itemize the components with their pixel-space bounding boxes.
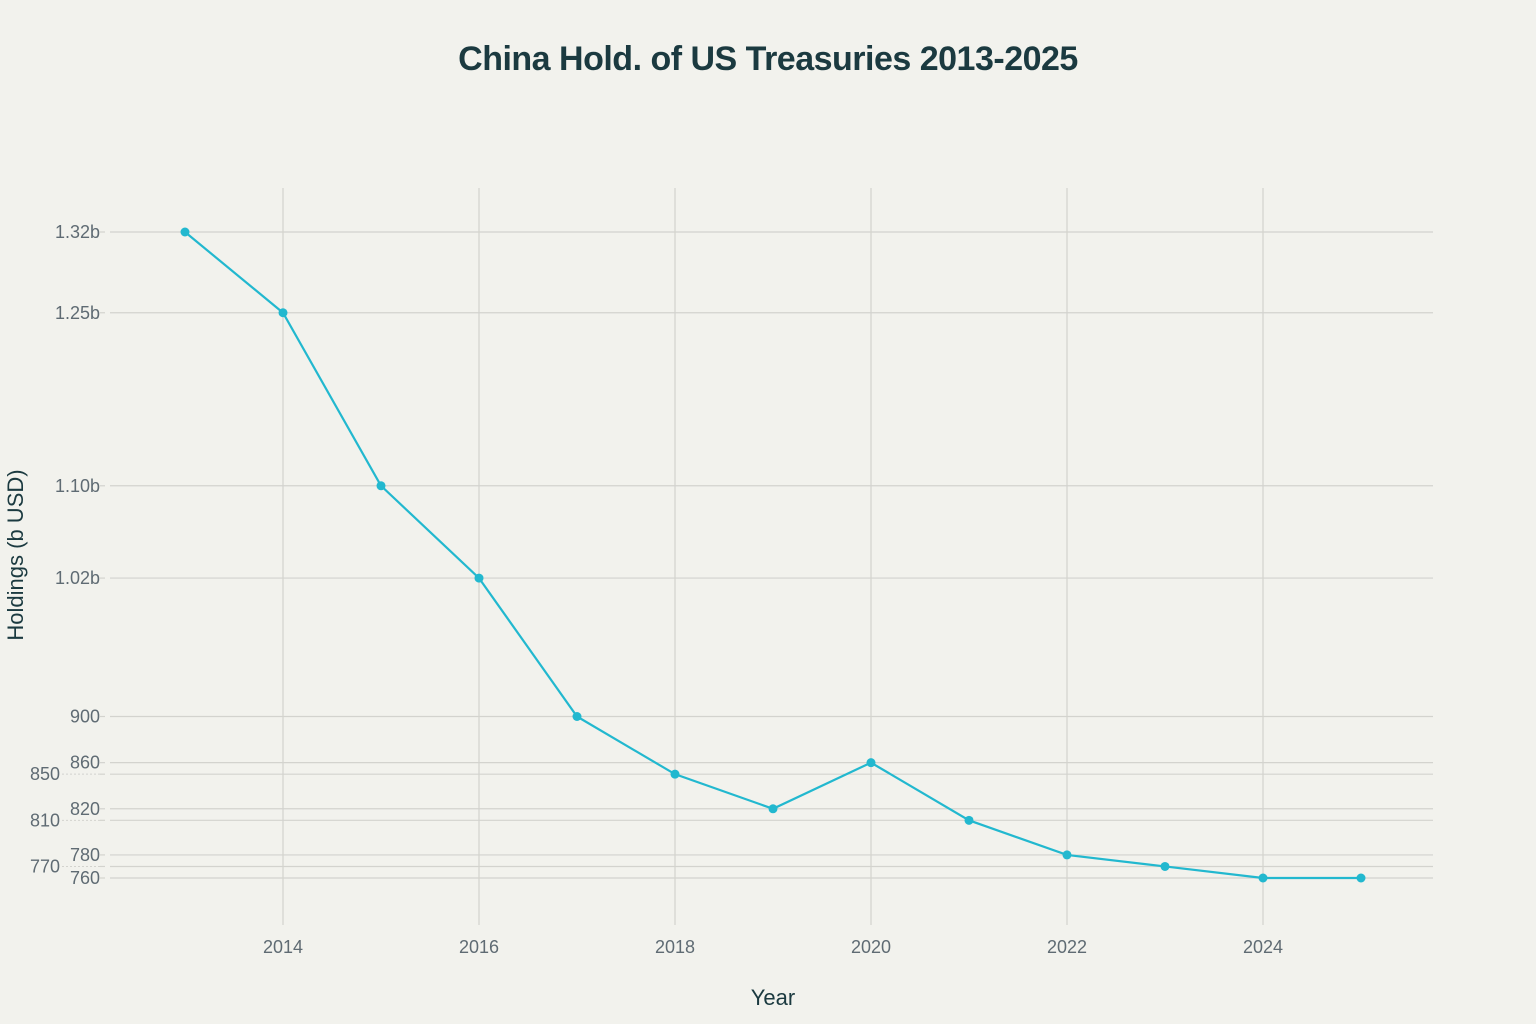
y-tick-label: 1.25b [55,303,100,323]
data-point [1356,873,1366,883]
y-tick-label: 760 [70,868,100,888]
y-tick-label: 850 [30,764,60,784]
data-point [1258,873,1268,883]
data-point [278,308,288,318]
y-tick-label: 1.10b [55,476,100,496]
data-point [866,758,876,768]
y-tick-label: 810 [30,810,60,830]
data-point [474,573,484,583]
data-point [376,481,386,491]
y-tick-label: 1.02b [55,568,100,588]
data-points [180,227,1366,883]
series-line [184,231,1361,880]
y-tick-label: 1.32b [55,222,100,242]
y-tick-label: 860 [70,753,100,773]
data-point [180,227,190,237]
x-tick-label: 2024 [1243,937,1283,957]
data-point [1062,850,1072,860]
y-tick-label: 780 [70,845,100,865]
x-axis-label: Year [750,985,796,1010]
data-point [964,815,974,825]
x-tick-label: 2018 [655,937,695,957]
x-tick-label: 2020 [851,937,891,957]
x-tick-label: 2014 [263,937,303,957]
data-point [1160,861,1170,871]
data-point [768,804,778,814]
y-tick-label: 820 [70,799,100,819]
x-tick-label: 2016 [459,937,499,957]
chart-title: China Hold. of US Treasuries 2013-2025 [458,40,1078,78]
tick-labels: 2014 2016 2018 2020 2022 2024 1.32b 1.25b 1.10b 1… [30,222,1283,957]
x-tick-label: 2022 [1047,937,1087,957]
grid [62,188,1433,925]
y-tick-label: 770 [30,856,60,876]
data-point [670,769,680,779]
data-point [572,712,582,721]
y-axis-label: Holdings (b USD) [3,469,28,641]
y-tick-label: 900 [70,707,100,727]
